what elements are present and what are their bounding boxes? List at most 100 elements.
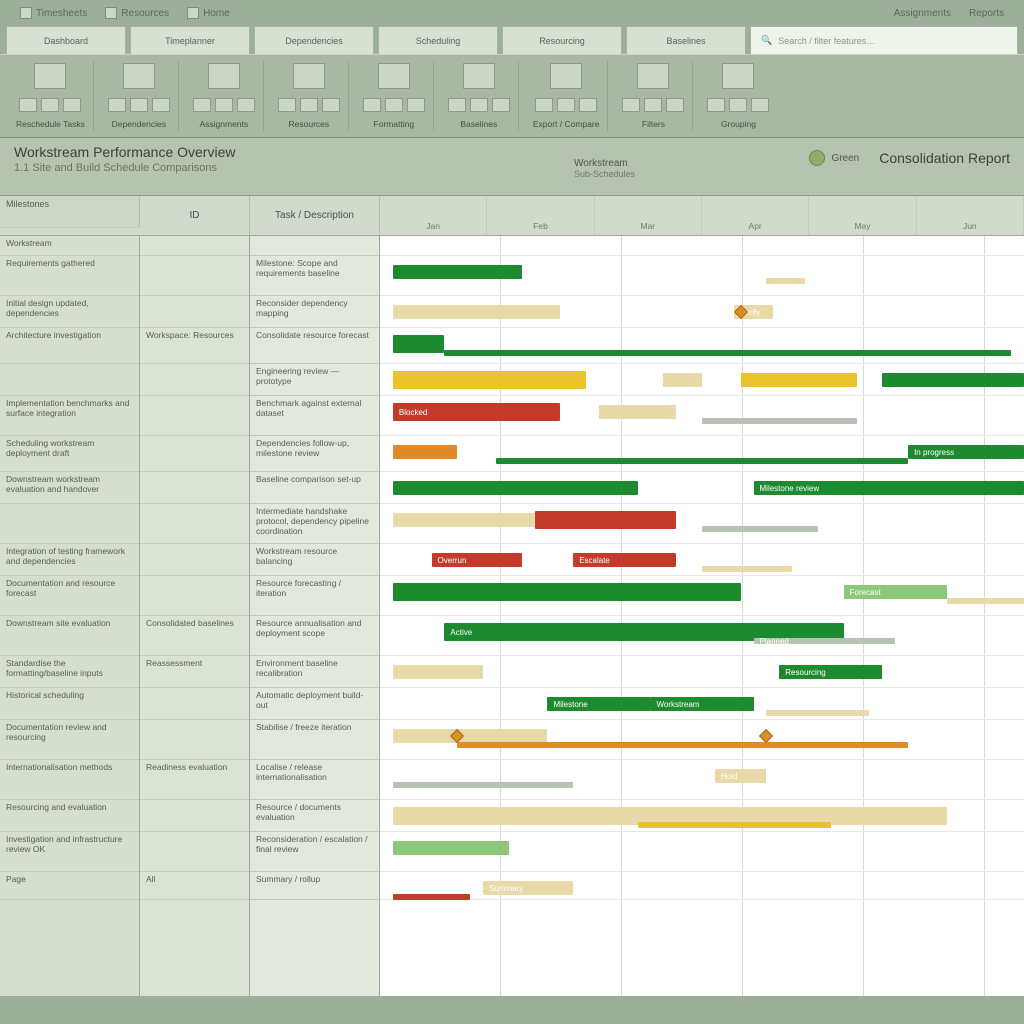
table-row-cell[interactable]: Engineering review — prototype (250, 364, 379, 396)
table-row-cell[interactable] (140, 832, 249, 872)
gantt-bar[interactable] (393, 445, 457, 459)
timeline-header[interactable]: May (809, 196, 916, 235)
gantt-row[interactable]: In progress (380, 436, 1024, 472)
table-row-cell[interactable]: Benchmark against external dataset (250, 396, 379, 436)
table-row-cell[interactable] (140, 396, 249, 436)
gantt-row[interactable]: ActivePlanned (380, 616, 1024, 656)
menu-item[interactable]: Assignments (894, 8, 951, 19)
table-row-cell[interactable]: Resource forecasting / iteration (250, 576, 379, 616)
table-row-cell[interactable]: Architecture investigation (0, 328, 139, 364)
menu-item[interactable]: Resources (105, 7, 169, 19)
gantt-bar[interactable] (393, 782, 573, 788)
ribbon-group[interactable]: Assignments (185, 61, 264, 131)
timeline-header[interactable]: Mar (595, 196, 702, 235)
gantt-bar[interactable] (393, 481, 638, 495)
timeline-header[interactable]: Apr (702, 196, 809, 235)
table-row-cell[interactable]: Historical scheduling (0, 688, 139, 720)
gantt-row[interactable]: Verify (380, 296, 1024, 328)
gantt-bar[interactable] (393, 665, 483, 679)
timeline-header[interactable]: Jun (917, 196, 1024, 235)
ribbon-group[interactable]: Baselines (440, 61, 519, 131)
gantt-bar[interactable] (393, 335, 445, 353)
table-row-cell[interactable] (140, 800, 249, 832)
gantt-bar[interactable]: Forecast (844, 585, 947, 599)
table-row-cell[interactable]: Workstream (0, 236, 139, 256)
gantt-bar[interactable]: Blocked (393, 403, 560, 421)
gantt-bar[interactable] (393, 513, 535, 527)
table-row-cell[interactable] (140, 296, 249, 328)
gantt-bar[interactable] (393, 894, 470, 900)
gantt-bar[interactable] (741, 373, 857, 387)
gantt-bar[interactable] (535, 511, 677, 529)
table-row-cell[interactable]: Downstream site evaluation (0, 616, 139, 656)
gantt-bar[interactable]: Resourcing (779, 665, 882, 679)
table-row-cell[interactable] (140, 504, 249, 544)
ribbon-group[interactable]: Filters (614, 61, 693, 131)
gantt-row[interactable] (380, 800, 1024, 832)
search-box[interactable]: 🔍 Search / filter features… (750, 26, 1018, 54)
table-row-cell[interactable]: Documentation and resource forecast (0, 576, 139, 616)
gantt-row[interactable]: Blocked (380, 396, 1024, 436)
table-row-cell[interactable]: Dependencies follow-up, milestone review (250, 436, 379, 472)
table-row-cell[interactable]: Baseline comparison set-up (250, 472, 379, 504)
ribbon-group[interactable]: Formatting (355, 61, 434, 131)
gantt-row[interactable]: Summary (380, 872, 1024, 900)
gantt-bar[interactable]: Milestone review (754, 481, 1024, 495)
table-row-cell[interactable] (140, 688, 249, 720)
table-row-cell[interactable] (140, 544, 249, 576)
tab-baselines[interactable]: Baselines (626, 26, 746, 54)
gantt-bar[interactable] (663, 373, 702, 387)
table-row-cell[interactable] (250, 236, 379, 256)
gantt-bar[interactable] (766, 278, 805, 284)
tab-timeplanner[interactable]: Timeplanner (130, 26, 250, 54)
table-row-cell[interactable]: Resource annualisation and deployment sc… (250, 616, 379, 656)
gantt-bar[interactable]: Workstream (650, 697, 753, 711)
menu-item[interactable]: Timesheets (20, 7, 87, 19)
gantt-bar[interactable] (393, 583, 741, 601)
gantt-row[interactable]: Forecast (380, 576, 1024, 616)
table-row-cell[interactable]: Reassessment (140, 656, 249, 688)
ribbon-group[interactable]: Dependencies (100, 61, 179, 131)
table-row-cell[interactable]: Documentation review and resourcing (0, 720, 139, 760)
gantt-bar[interactable] (393, 305, 560, 319)
table-row-cell[interactable] (140, 720, 249, 760)
gantt-row[interactable] (380, 256, 1024, 296)
milestone-icon[interactable] (759, 729, 773, 743)
timeline-header[interactable]: Feb (487, 196, 594, 235)
table-row-cell[interactable]: Page (0, 872, 139, 900)
gantt-bar[interactable]: Escalate (573, 553, 676, 567)
table-row-cell[interactable]: Internationalisation methods (0, 760, 139, 800)
table-row-cell[interactable] (140, 576, 249, 616)
gantt-bar[interactable] (444, 350, 1011, 356)
ribbon-group[interactable]: Resources (270, 61, 349, 131)
gantt-row[interactable]: Hold (380, 760, 1024, 800)
table-row-cell[interactable]: Requirements gathered (0, 256, 139, 296)
ribbon-group[interactable]: Reschedule Tasks (8, 61, 94, 131)
table-row-cell[interactable] (140, 472, 249, 504)
table-row-cell[interactable]: Resourcing and evaluation (0, 800, 139, 832)
table-row-cell[interactable]: Consolidate resource forecast (250, 328, 379, 364)
gantt-bar[interactable] (766, 710, 869, 716)
table-row-cell[interactable]: Implementation benchmarks and surface in… (0, 396, 139, 436)
table-row-cell[interactable]: Scheduling workstream deployment draft (0, 436, 139, 472)
gantt-bar[interactable]: Summary (483, 881, 573, 895)
table-row-cell[interactable]: Downstream workstream evaluation and han… (0, 472, 139, 504)
table-row-cell[interactable]: Workspace: Resources (140, 328, 249, 364)
gantt-bar[interactable] (702, 566, 792, 572)
table-row-cell[interactable]: Standardise the formatting/baseline inpu… (0, 656, 139, 688)
table-row-cell[interactable]: Readiness evaluation (140, 760, 249, 800)
gantt-bar[interactable]: In progress (908, 445, 1024, 459)
gantt-bar[interactable]: Hold (715, 769, 767, 783)
gantt-bar[interactable] (638, 822, 831, 828)
table-row-cell[interactable] (140, 364, 249, 396)
menu-item[interactable]: Reports (969, 8, 1004, 19)
gantt-bar[interactable] (457, 742, 908, 748)
table-row-cell[interactable]: Automatic deployment build-out (250, 688, 379, 720)
gantt-bar[interactable] (702, 526, 818, 532)
table-row-cell[interactable]: Milestone: Scope and requirements baseli… (250, 256, 379, 296)
gantt-row[interactable]: Resourcing (380, 656, 1024, 688)
gantt-bar[interactable] (393, 841, 509, 855)
tab-resourcing[interactable]: Resourcing (502, 26, 622, 54)
table-row-cell[interactable]: Reconsider dependency mapping (250, 296, 379, 328)
table-row-cell[interactable] (140, 256, 249, 296)
